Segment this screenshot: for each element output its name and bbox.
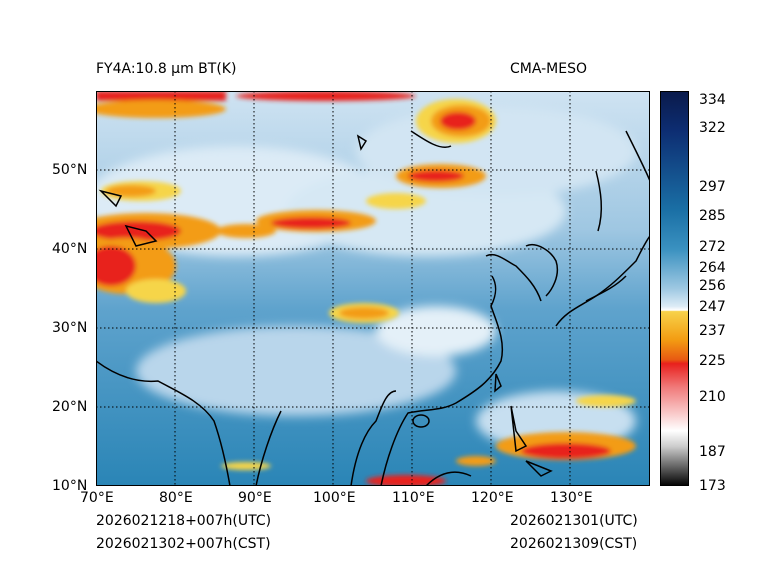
lon-label-90e: 90°E [238, 490, 272, 506]
lon-label-110e: 110°E [392, 490, 435, 506]
lon-label-130e: 130°E [550, 490, 593, 506]
lon-label-80e: 80°E [159, 490, 193, 506]
map-title-left: FY4A:10.8 µm BT(K) [96, 61, 237, 77]
coastlines [96, 130, 650, 486]
lat-label-40n: 40°N [52, 241, 88, 257]
map-border [96, 91, 650, 486]
colorbar-label-264: 264 [699, 260, 726, 276]
colorbar-label-322: 322 [699, 120, 726, 136]
colorbar-label-285: 285 [699, 208, 726, 224]
colorbar-label-256: 256 [699, 278, 726, 294]
colorbar-border [660, 91, 689, 486]
map-title-right: CMA-MESO [510, 61, 588, 77]
valid-time-cst: 2026021309(CST) [510, 536, 638, 552]
lat-label-30n: 30°N [52, 320, 88, 336]
colorbar-label-297: 297 [699, 179, 726, 195]
lon-label-100e: 100°E [313, 490, 356, 506]
colorbar-label-187: 187 [699, 444, 726, 460]
init-time-cst: 2026021302+007h(CST) [96, 536, 271, 552]
colorbar-label-225: 225 [699, 353, 726, 369]
init-time-utc: 2026021218+007h(UTC) [96, 513, 272, 529]
satellite-map [96, 91, 650, 486]
colorbar-label-237: 237 [699, 323, 726, 339]
lat-label-10n: 10°N [52, 478, 88, 494]
lat-label-20n: 20°N [52, 399, 88, 415]
cold-cloud-tops [96, 91, 636, 486]
colorbar-label-247: 247 [699, 299, 726, 315]
valid-time-utc: 2026021301(UTC) [510, 513, 638, 529]
lon-label-70e: 70°E [80, 490, 114, 506]
colorbar-label-210: 210 [699, 389, 726, 405]
graticule [96, 91, 650, 486]
colorbar [660, 91, 693, 487]
colorbar-scale [660, 91, 693, 487]
colorbar-gradient [660, 91, 689, 486]
lon-label-120e: 120°E [471, 490, 514, 506]
colorbar-label-334: 334 [699, 92, 726, 108]
colorbar-label-272: 272 [699, 239, 726, 255]
lat-label-50n: 50°N [52, 162, 88, 178]
satellite-image [96, 91, 650, 486]
colorbar-label-173: 173 [699, 478, 726, 494]
